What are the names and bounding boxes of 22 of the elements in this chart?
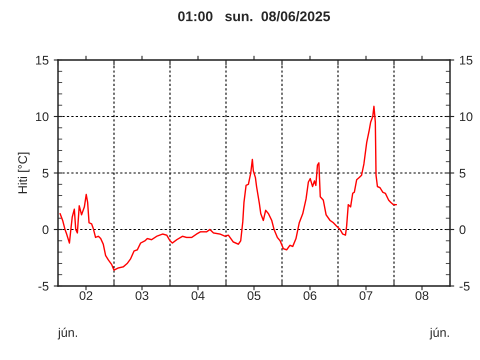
y-tick-label: -5	[38, 282, 48, 291]
line-series	[59, 106, 398, 271]
x-tick-label: 04	[192, 291, 205, 300]
y-tick-label: 15	[36, 56, 48, 65]
x-tick-label: 02	[80, 291, 92, 300]
x-tick-label: 06	[304, 291, 316, 300]
y2-tick-label: -5	[460, 282, 470, 291]
y2-tick-label: 0	[460, 225, 466, 234]
x-tick-label: 05	[248, 291, 260, 300]
y2-tick-label: 10	[460, 112, 472, 122]
x-tick-label: 03	[136, 291, 148, 300]
text: jún.	[58, 328, 78, 340]
y-tick-label: 5	[42, 168, 48, 178]
x-tick-label: 08	[416, 291, 428, 300]
y-tick-label: 0	[42, 225, 48, 234]
y-tick-label: 10	[36, 112, 48, 122]
text: jún.	[430, 328, 449, 340]
y2-tick-label: 15	[460, 56, 472, 65]
y2-tick-label: 5	[460, 168, 466, 178]
y-axis-title: Hiti [°C]	[18, 152, 30, 194]
chart-title: 01:00 sun. 08/06/2025	[178, 11, 330, 22]
x-tick-label: 07	[360, 291, 372, 300]
